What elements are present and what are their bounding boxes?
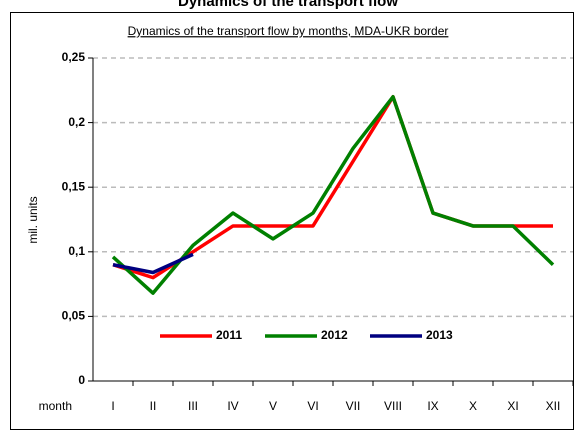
y-tick-label: 0,1 xyxy=(68,244,85,258)
legend-label: 2011 xyxy=(216,328,242,342)
y-axis-label: mil. units xyxy=(26,196,40,243)
series-line xyxy=(111,95,555,295)
x-tick-label: VIII xyxy=(384,399,402,413)
x-tick-label: IX xyxy=(427,399,438,413)
x-tick-label: VII xyxy=(346,399,361,413)
x-tick-label: II xyxy=(150,399,157,413)
y-tick-label: 0 xyxy=(78,373,85,387)
series-line xyxy=(112,252,194,275)
x-tick-label: XI xyxy=(507,399,518,413)
x-tick-label: VI xyxy=(307,399,318,413)
legend-label: 2012 xyxy=(321,328,348,342)
y-tick-label: 0,05 xyxy=(62,309,86,323)
x-axis-label: month xyxy=(39,399,72,413)
x-tick-label: X xyxy=(469,399,477,413)
y-tick-label: 0,2 xyxy=(68,115,85,129)
y-tick-label: 0,15 xyxy=(62,179,86,193)
chart-frame xyxy=(10,12,574,430)
chart-subtitle: Dynamics of the transport flow by months… xyxy=(128,24,449,38)
x-tick-label: XII xyxy=(546,399,561,413)
x-tick-label: V xyxy=(269,399,277,413)
x-tick-label: I xyxy=(111,399,114,413)
x-tick-label: III xyxy=(188,399,198,413)
legend-label: 2013 xyxy=(426,328,453,342)
x-tick-label: IV xyxy=(227,399,238,413)
y-tick-label: 0,25 xyxy=(62,50,86,64)
chart-title: Dynamics of the transport flow xyxy=(178,0,398,10)
